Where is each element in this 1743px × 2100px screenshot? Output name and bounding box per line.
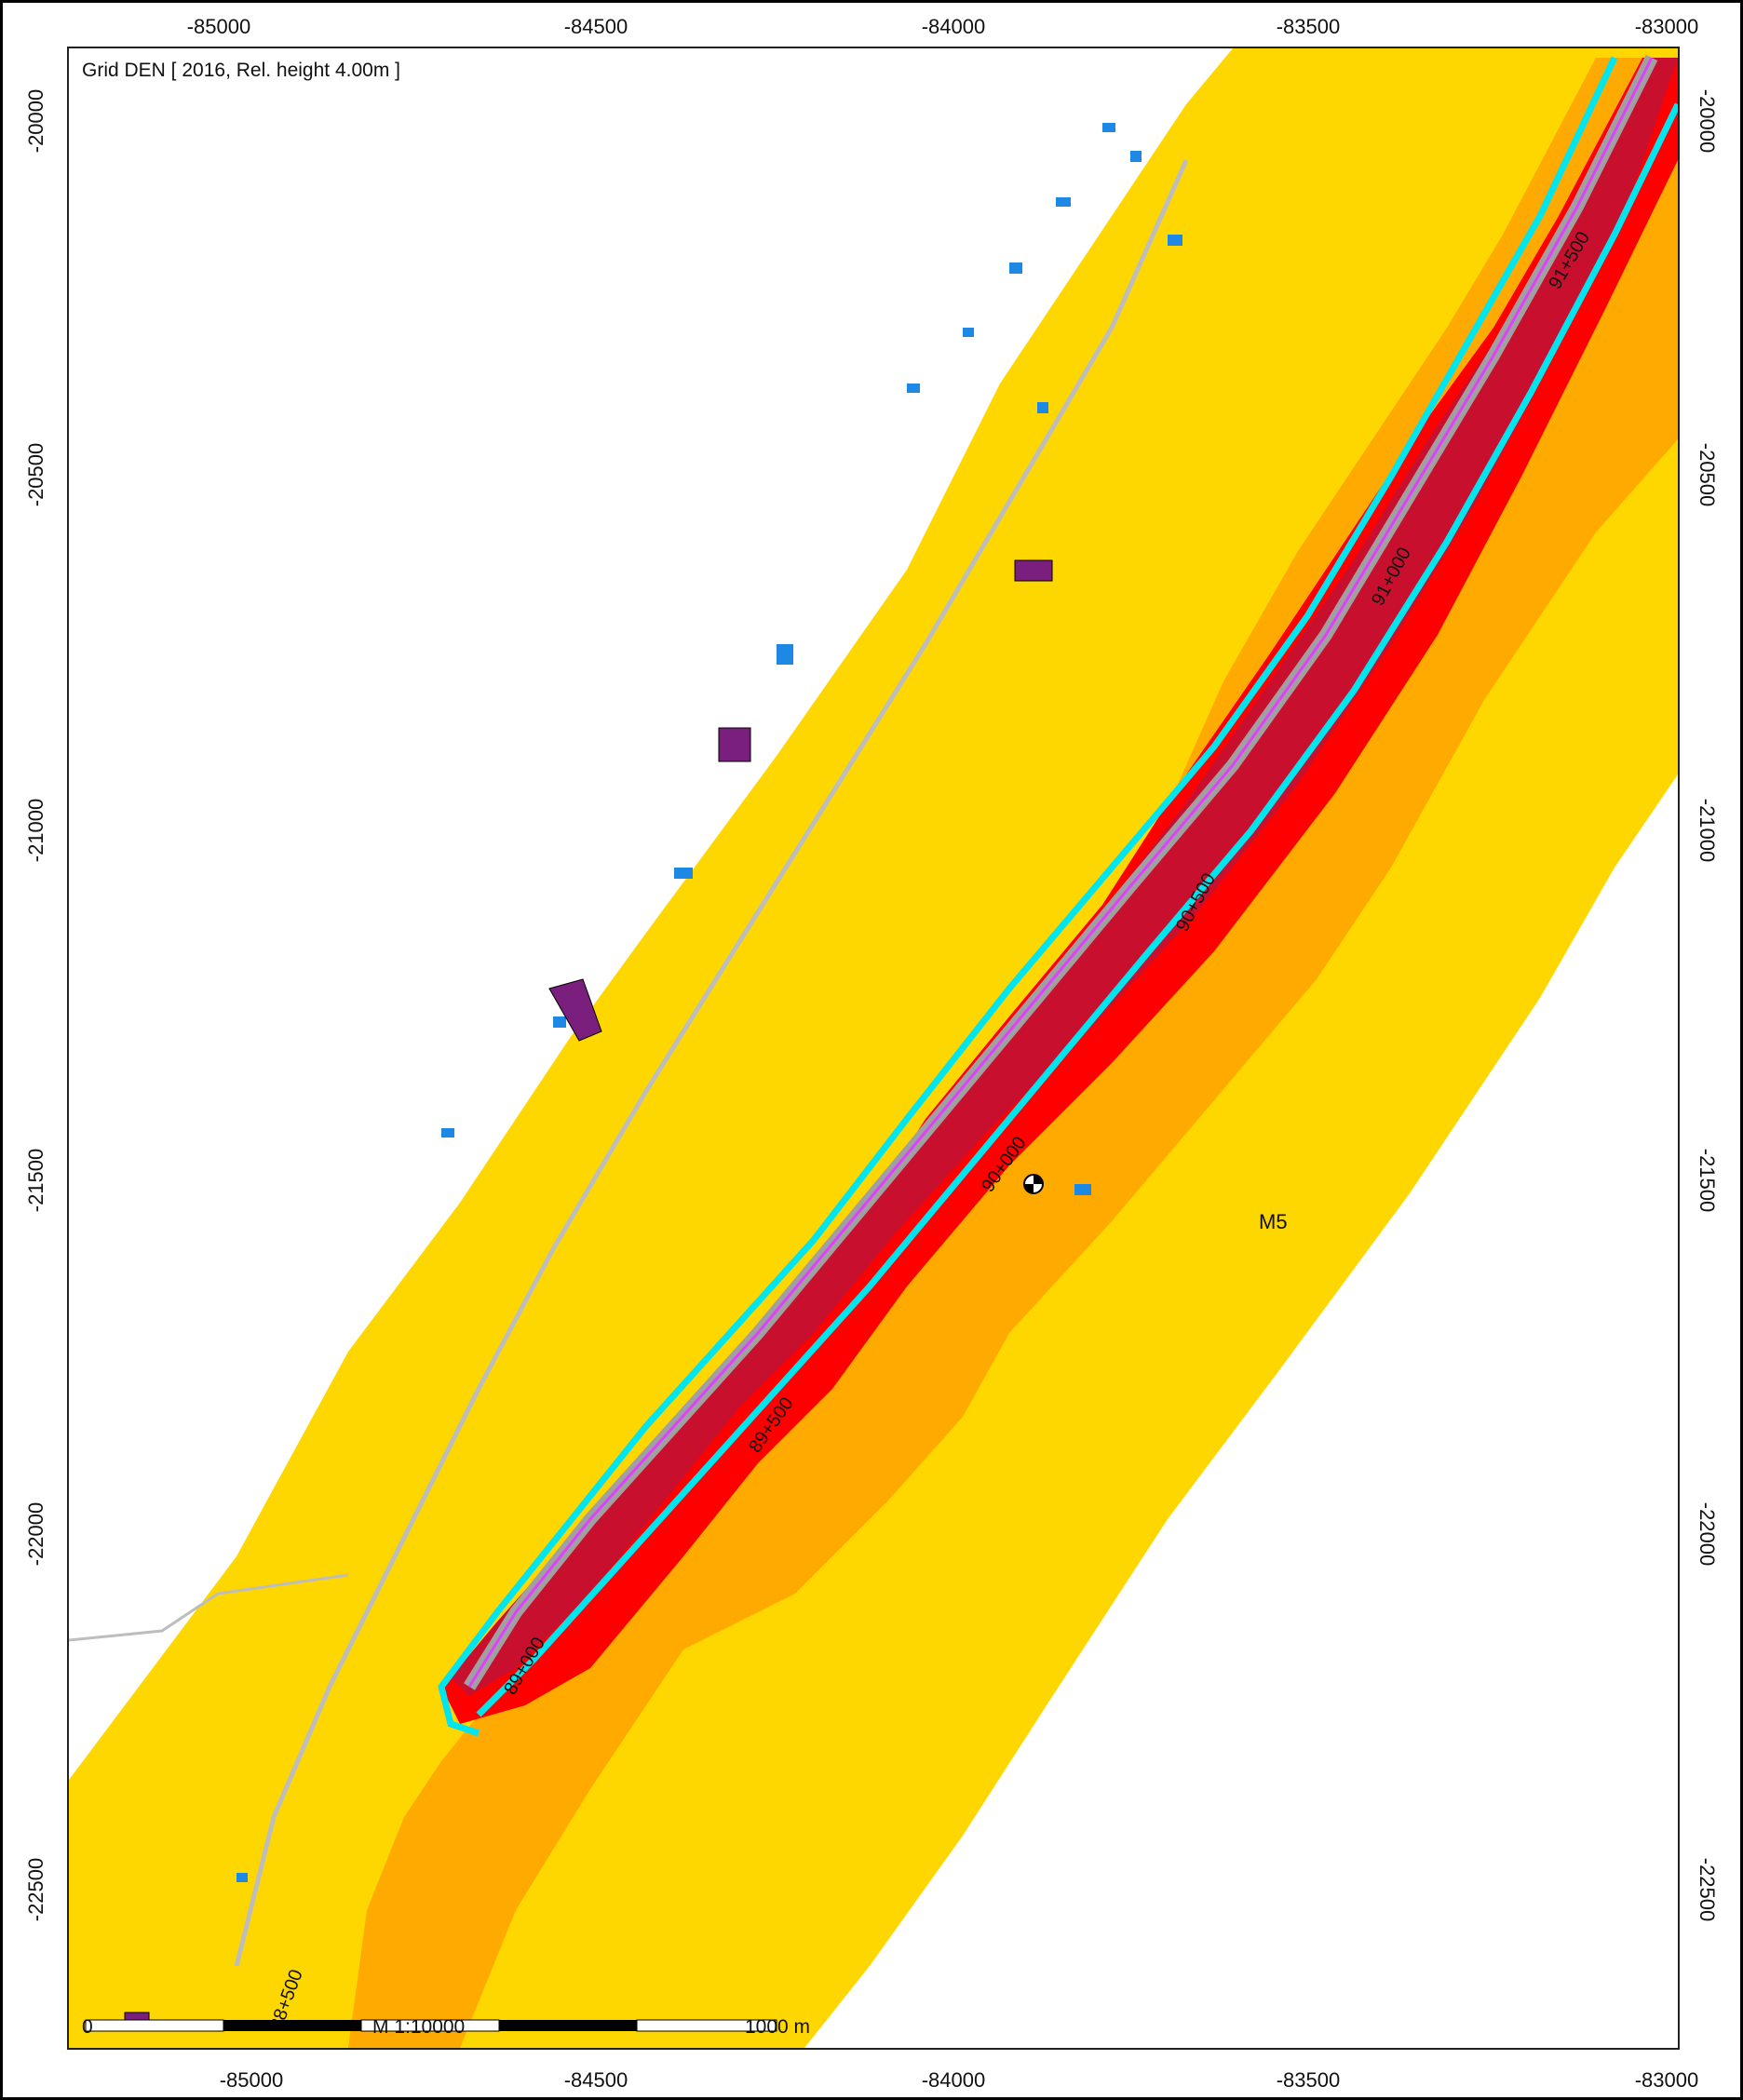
industrial-buildings bbox=[124, 559, 1053, 2026]
measurement-point-icon[interactable] bbox=[1023, 1174, 1044, 1194]
y-tick-right: -20500 bbox=[1696, 443, 1719, 507]
x-tick-top: -83500 bbox=[1277, 15, 1341, 38]
contour-line-left bbox=[438, 56, 1618, 1737]
y-tick-right: -21500 bbox=[1696, 1149, 1719, 1213]
x-tick-bottom: -84000 bbox=[922, 2068, 986, 2092]
x-tick-top: -85000 bbox=[187, 15, 251, 38]
map-title: Grid DEN [ 2016, Rel. height 4.00m ] bbox=[82, 60, 400, 81]
y-tick-left: -22500 bbox=[24, 1858, 47, 1922]
y-tick-right: -21000 bbox=[1696, 799, 1719, 863]
y-tick-right: -22000 bbox=[1696, 1502, 1719, 1567]
x-tick-top: -84500 bbox=[564, 15, 628, 38]
scale-ratio-label: M 1:10000 bbox=[372, 2016, 466, 2038]
x-tick-bottom: -85000 bbox=[220, 2068, 284, 2092]
noise-map[interactable]: 88+500 89+000 89+500 90+000 90+500 91+00… bbox=[67, 47, 1680, 2050]
residential-buildings bbox=[236, 123, 1182, 1882]
road-secondary bbox=[69, 1573, 349, 1642]
x-tick-bottom: -84500 bbox=[564, 2068, 628, 2092]
scale-bar bbox=[85, 2019, 777, 2032]
y-tick-right: -20000 bbox=[1696, 89, 1719, 154]
noise-band-outer bbox=[69, 48, 1678, 2048]
railway-centerline bbox=[467, 57, 1654, 1688]
y-tick-left: -21000 bbox=[24, 799, 47, 863]
scale-start-label: 0 bbox=[82, 2016, 93, 2038]
x-tick-top: -83000 bbox=[1635, 15, 1699, 38]
x-tick-bottom: -83000 bbox=[1635, 2068, 1699, 2092]
y-tick-left: -22000 bbox=[24, 1502, 47, 1567]
y-tick-left: -20500 bbox=[24, 443, 47, 507]
scale-end-label: 1000 m bbox=[745, 2016, 811, 2038]
y-tick-left: -20000 bbox=[24, 89, 47, 154]
x-tick-bottom: -83500 bbox=[1277, 2068, 1341, 2092]
zone-label: M5 bbox=[1259, 1210, 1288, 1233]
contour-line-right bbox=[476, 102, 1678, 1717]
road-main bbox=[234, 158, 1189, 1967]
x-tick-top: -84000 bbox=[922, 15, 986, 38]
y-tick-left: -21500 bbox=[24, 1149, 47, 1213]
y-tick-right: -22500 bbox=[1696, 1858, 1719, 1922]
